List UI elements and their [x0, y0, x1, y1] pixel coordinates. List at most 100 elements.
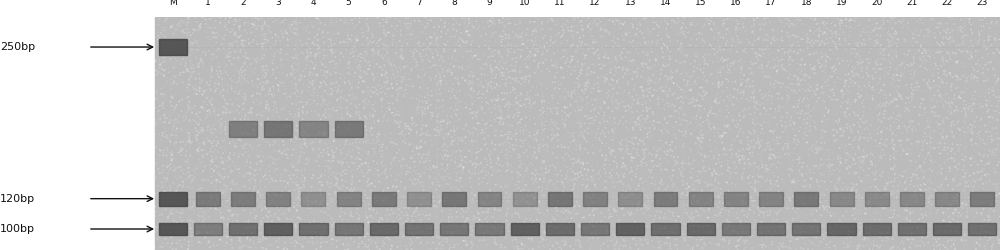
Point — [312, 115, 328, 119]
Point — [808, 84, 824, 88]
Point — [174, 191, 190, 195]
Point — [211, 227, 227, 231]
Point — [813, 132, 829, 136]
Point — [682, 111, 698, 115]
Point — [650, 197, 666, 201]
Point — [202, 17, 218, 21]
Point — [675, 232, 691, 236]
Point — [714, 134, 730, 138]
Point — [717, 234, 733, 237]
Point — [917, 93, 933, 97]
Point — [880, 171, 896, 175]
Point — [201, 83, 217, 87]
Point — [657, 222, 673, 226]
Point — [471, 182, 487, 186]
Point — [461, 80, 477, 84]
Point — [252, 240, 268, 244]
Point — [692, 139, 708, 143]
Point — [824, 66, 840, 70]
Point — [964, 97, 980, 101]
Point — [374, 22, 390, 26]
Point — [283, 80, 299, 84]
Point — [913, 193, 929, 197]
Point — [674, 26, 690, 30]
Point — [790, 179, 806, 183]
Point — [277, 208, 293, 212]
Point — [683, 15, 699, 19]
Point — [733, 149, 749, 153]
Point — [660, 78, 676, 82]
Point — [424, 226, 440, 230]
Point — [708, 220, 724, 224]
Point — [733, 89, 749, 93]
Point — [689, 37, 705, 41]
Point — [189, 39, 205, 43]
Point — [991, 23, 1000, 27]
Point — [825, 205, 841, 209]
Point — [880, 38, 896, 42]
Point — [695, 38, 711, 42]
Point — [354, 56, 370, 60]
Point — [780, 244, 796, 248]
Point — [196, 70, 212, 73]
Point — [604, 84, 620, 87]
Point — [543, 110, 559, 114]
Point — [714, 141, 730, 145]
Point — [722, 225, 738, 229]
Point — [309, 230, 325, 234]
Point — [519, 93, 535, 97]
Point — [343, 48, 359, 52]
Point — [488, 41, 504, 45]
Point — [769, 179, 785, 183]
Point — [250, 240, 266, 244]
Point — [232, 90, 248, 94]
Point — [799, 226, 815, 230]
Point — [167, 74, 183, 78]
Point — [389, 229, 405, 233]
Point — [177, 70, 193, 73]
Point — [560, 180, 576, 184]
Point — [812, 163, 828, 167]
Point — [851, 132, 867, 136]
Point — [532, 38, 548, 42]
Point — [903, 141, 919, 145]
Point — [800, 111, 816, 115]
Point — [922, 18, 938, 21]
Point — [759, 144, 775, 148]
Point — [964, 224, 980, 228]
Point — [821, 87, 837, 91]
Point — [966, 237, 982, 241]
Point — [630, 142, 646, 146]
Point — [818, 198, 834, 202]
Point — [959, 54, 975, 58]
Point — [288, 15, 304, 19]
Point — [475, 26, 491, 30]
Point — [527, 195, 543, 199]
Point — [610, 122, 626, 126]
Point — [782, 167, 798, 171]
Point — [851, 194, 867, 198]
Point — [482, 98, 498, 102]
Point — [568, 238, 584, 242]
Point — [399, 124, 415, 128]
Point — [576, 215, 592, 219]
Point — [570, 202, 586, 205]
Point — [894, 239, 910, 243]
Point — [627, 33, 643, 37]
Point — [157, 237, 173, 241]
Point — [176, 70, 192, 74]
Point — [889, 242, 905, 246]
Point — [199, 113, 215, 117]
Point — [607, 104, 623, 108]
Point — [978, 175, 994, 179]
Point — [266, 94, 282, 98]
Point — [365, 34, 381, 38]
Point — [899, 176, 915, 180]
Point — [248, 214, 264, 218]
Bar — [372, 192, 396, 206]
Point — [204, 104, 220, 108]
Point — [528, 176, 544, 180]
Point — [913, 168, 929, 172]
Point — [277, 211, 293, 215]
Text: 18: 18 — [801, 0, 812, 7]
